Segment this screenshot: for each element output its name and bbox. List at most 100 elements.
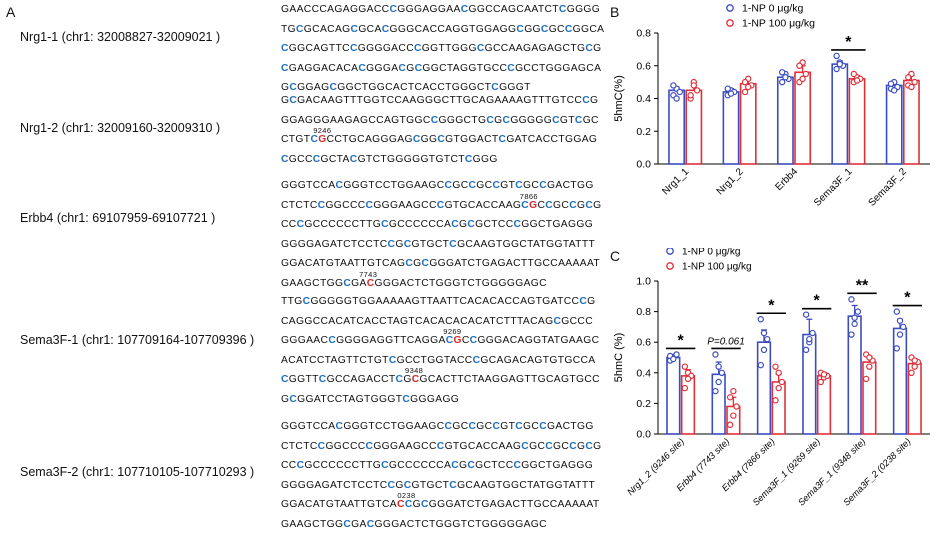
bar — [795, 72, 810, 164]
data-point — [725, 86, 730, 91]
data-point — [804, 312, 809, 317]
y-axis-label: 5hmC (%) — [613, 333, 625, 383]
data-point — [909, 84, 914, 89]
data-point — [779, 379, 784, 384]
data-point — [685, 376, 690, 381]
data-point — [776, 386, 781, 391]
bar — [894, 328, 907, 434]
sequence-line: TTGCGGGGGTGGAAAAAGTTAATTCACACACCAGTGATCC… — [281, 292, 606, 312]
y-tick-label: 0.4 — [636, 367, 651, 379]
sequence-line: GGGAACCGGGGAGGTTCAGGACGCCGGGACAGGTATGAAG… — [281, 331, 606, 351]
category-label: Sema3F_1 — [812, 166, 855, 209]
data-point — [713, 389, 718, 394]
bar — [667, 358, 680, 435]
y-tick-label: 0.6 — [636, 60, 651, 72]
data-point — [780, 70, 785, 75]
bar — [832, 64, 847, 164]
category-label: Erbb4 — [773, 166, 800, 193]
site-number: 9269 — [443, 322, 461, 342]
data-point — [834, 53, 839, 58]
data-point — [716, 379, 721, 384]
sequence-block: GGGTCCACGGGTCCTGGAAGCCGCCGCCGTCGCCGACTGG… — [281, 176, 606, 293]
legend-marker — [727, 20, 733, 26]
data-point — [894, 309, 899, 314]
data-point — [758, 317, 763, 322]
legend-marker — [727, 5, 733, 11]
sequence-line: CGCCCGCTACGTCTGGGGGTGTCTCGGG — [281, 150, 606, 170]
sequence-block: GCGACAAGTTTGGTCCAAGGGCTTGCAGAAAAGTTTGTCC… — [281, 91, 606, 169]
bar — [723, 92, 738, 164]
category-label: Nrg1_1 — [660, 166, 691, 197]
y-tick-label: 0.2 — [636, 126, 651, 138]
sequence-line: CGGTTCGCCAGACCTCGCGCACTTCTAAGGAGTTGCAGTG… — [281, 370, 606, 390]
data-point — [682, 364, 687, 369]
data-point — [800, 76, 805, 81]
data-point — [837, 62, 842, 67]
sequence-line: GGACATGTAATTGTCACCGCGGGATCTGAGACTTGCCAAA… — [281, 495, 606, 515]
data-point — [894, 346, 899, 351]
significance-label: * — [814, 293, 821, 310]
sequence-line: GCGACAAGTTTGGTCCAAGGGCTTGCAGAAAAGTTTGTCC… — [281, 91, 606, 111]
data-point — [901, 324, 906, 329]
sequence-line: GGGGAGATCTCCTCCGCGTGCTCGCAAGTGGCTATGGTAT… — [281, 476, 606, 496]
data-point — [783, 75, 788, 80]
sequence-line: CTGTCGCCTGCAGGGAGCGGCGTGGACTCGATCACCTGGA… — [281, 130, 606, 150]
sequence-line: CCCGCCCCCCTTGCGCCCCCCACGCGCTCCCGGCTGAGGG — [281, 215, 606, 235]
sequence-line: GAAGCTGGCGACGGGACTCTGGGTCTGGGGGAGC — [281, 515, 606, 534]
data-point — [742, 80, 747, 85]
data-point — [807, 337, 812, 342]
site-number: 0238 — [397, 486, 415, 506]
data-point — [728, 422, 733, 427]
sequence-line: ACATCCTAGTTCTGTCGCCTGGTACCCGCAGACAGTGTGC… — [281, 351, 606, 371]
sequence-line: CTCTCCGGCCCCGGGAAGCCCGTGCACCAAGCGCCGCCGC… — [281, 196, 606, 216]
data-point — [776, 370, 781, 375]
legend-label: 1-NP 100 μg/kg — [682, 262, 752, 273]
bar — [727, 406, 740, 434]
site-number: 9348 — [405, 361, 423, 381]
data-point — [852, 315, 857, 320]
region-label: Sema3F-2 (chr1: 107710105-107710293 ) — [20, 465, 254, 479]
panel-a-letter: A — [6, 4, 15, 20]
data-point — [742, 89, 747, 94]
data-point — [780, 80, 785, 85]
data-point — [761, 347, 766, 352]
y-tick-label: 1.0 — [636, 276, 651, 288]
y-tick-label: 0.0 — [636, 429, 651, 441]
sequence-line: GGGTCCACGGGTCCTGGAAGCCGCCGCCGTCGCCGACTGG — [281, 417, 606, 437]
data-point — [719, 370, 724, 375]
region-label: Nrg1-2 (chr1: 32009160-32009310 ) — [20, 121, 220, 135]
category-label: Sema3F_2 — [867, 166, 910, 209]
data-point — [773, 364, 778, 369]
data-point — [906, 75, 911, 80]
significance-label: ** — [856, 277, 869, 294]
data-point — [892, 88, 897, 93]
data-point — [854, 78, 859, 83]
y-tick-label: 0.4 — [636, 93, 651, 105]
legend-marker — [667, 248, 673, 254]
sequence-block: TTGCGGGGGTGGAAAAAGTTAATTCACACACCAGTGATCC… — [281, 292, 606, 409]
sequence-line: GGGGAGATCTCCTCCGCGTGCTCGCAAGTGGCTATGGTAT… — [281, 235, 606, 255]
region-label: Erbb4 (chr1: 69107959-69107721 ) — [20, 211, 215, 225]
data-point — [864, 376, 869, 381]
bar — [741, 84, 756, 164]
data-point — [912, 358, 917, 363]
sequence-line: GAACCCAGAGGACCCGGGAGGAACGGCCAGCAATCTCGGG… — [281, 0, 606, 20]
data-point — [849, 332, 854, 337]
y-tick-label: 0.0 — [636, 159, 651, 171]
bar — [758, 342, 771, 434]
data-point — [897, 332, 902, 337]
bar — [863, 362, 876, 434]
data-point — [713, 352, 718, 357]
bar — [904, 80, 919, 164]
data-point — [677, 89, 682, 94]
data-point — [855, 309, 860, 314]
region-label: Sema3F-1 (chr1: 107709164-107709396 ) — [20, 333, 254, 347]
data-point — [671, 356, 676, 361]
data-point — [728, 91, 733, 96]
site-number: 7866 — [520, 187, 538, 207]
sequence-block: GGGTCCACGGGTCCTGGAAGCCGCCGCCGTCGCCGACTGG… — [281, 417, 606, 534]
data-point — [758, 363, 763, 368]
y-tick-label: 0.8 — [636, 306, 651, 318]
